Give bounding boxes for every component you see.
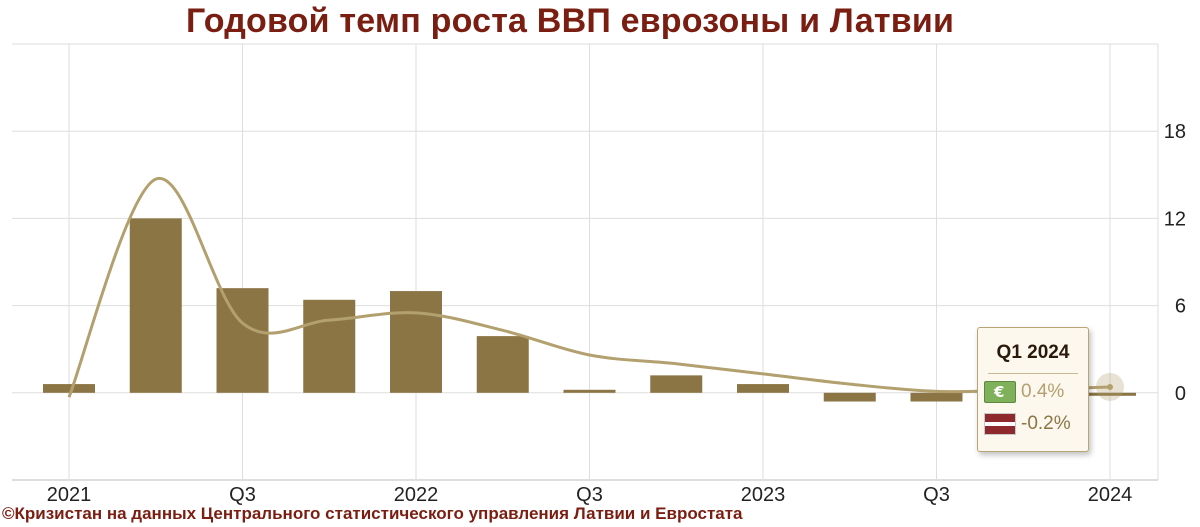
bar[interactable]: [650, 375, 703, 393]
series-line[interactable]: [67, 177, 1111, 398]
line-series[interactable]: [67, 177, 1124, 401]
tooltip-value-latvia: -0.2%: [1021, 413, 1071, 434]
bar[interactable]: [823, 392, 876, 402]
source-note: ©Кризистан на данных Центрального статис…: [2, 504, 743, 523]
x-tick-label: 2022: [394, 484, 439, 506]
y-axis-ticks: 0 6 12 18: [1164, 121, 1186, 405]
tooltip: Q1 2024 0.4% -0.2%: [977, 327, 1089, 452]
hover-point[interactable]: [1107, 383, 1113, 390]
tooltip-title: Q1 2024: [996, 342, 1070, 363]
x-tick-label: 2023: [741, 484, 786, 506]
bar-series[interactable]: [43, 218, 1136, 402]
y-tick-label: 12: [1164, 208, 1186, 230]
bar[interactable]: [1084, 392, 1136, 396]
x-axis-ticks: 2021 Q3 2022 Q3 2023 Q3 2024: [47, 484, 1133, 506]
tooltip-row-eurozone: 0.4%: [984, 378, 1064, 406]
x-tick-label: Q3: [229, 484, 256, 506]
bar[interactable]: [563, 389, 616, 393]
y-tick-label: 0: [1175, 383, 1186, 405]
bar[interactable]: [737, 384, 789, 393]
x-tick-label: Q3: [576, 484, 603, 506]
x-tick-label: 2024: [1088, 484, 1133, 506]
latvia-flag-icon: [984, 413, 1016, 435]
chart-title: Годовой темп роста ВВП еврозоны и Латвии: [185, 2, 955, 40]
tooltip-divider: [988, 373, 1078, 374]
x-tick-label: Q3: [923, 484, 950, 506]
tooltip-row-latvia: -0.2%: [984, 410, 1071, 438]
bar[interactable]: [390, 291, 442, 393]
bar[interactable]: [43, 384, 95, 393]
bar[interactable]: [476, 336, 529, 393]
euro-banknote-icon: [984, 381, 1016, 403]
x-tick-label: 2021: [47, 484, 92, 506]
bar[interactable]: [910, 392, 963, 402]
y-tick-label: 18: [1164, 121, 1186, 143]
bar[interactable]: [129, 218, 182, 393]
bar[interactable]: [303, 299, 356, 393]
y-tick-label: 6: [1175, 296, 1186, 318]
bar[interactable]: [216, 288, 269, 393]
tooltip-value-eurozone: 0.4%: [1021, 381, 1065, 402]
